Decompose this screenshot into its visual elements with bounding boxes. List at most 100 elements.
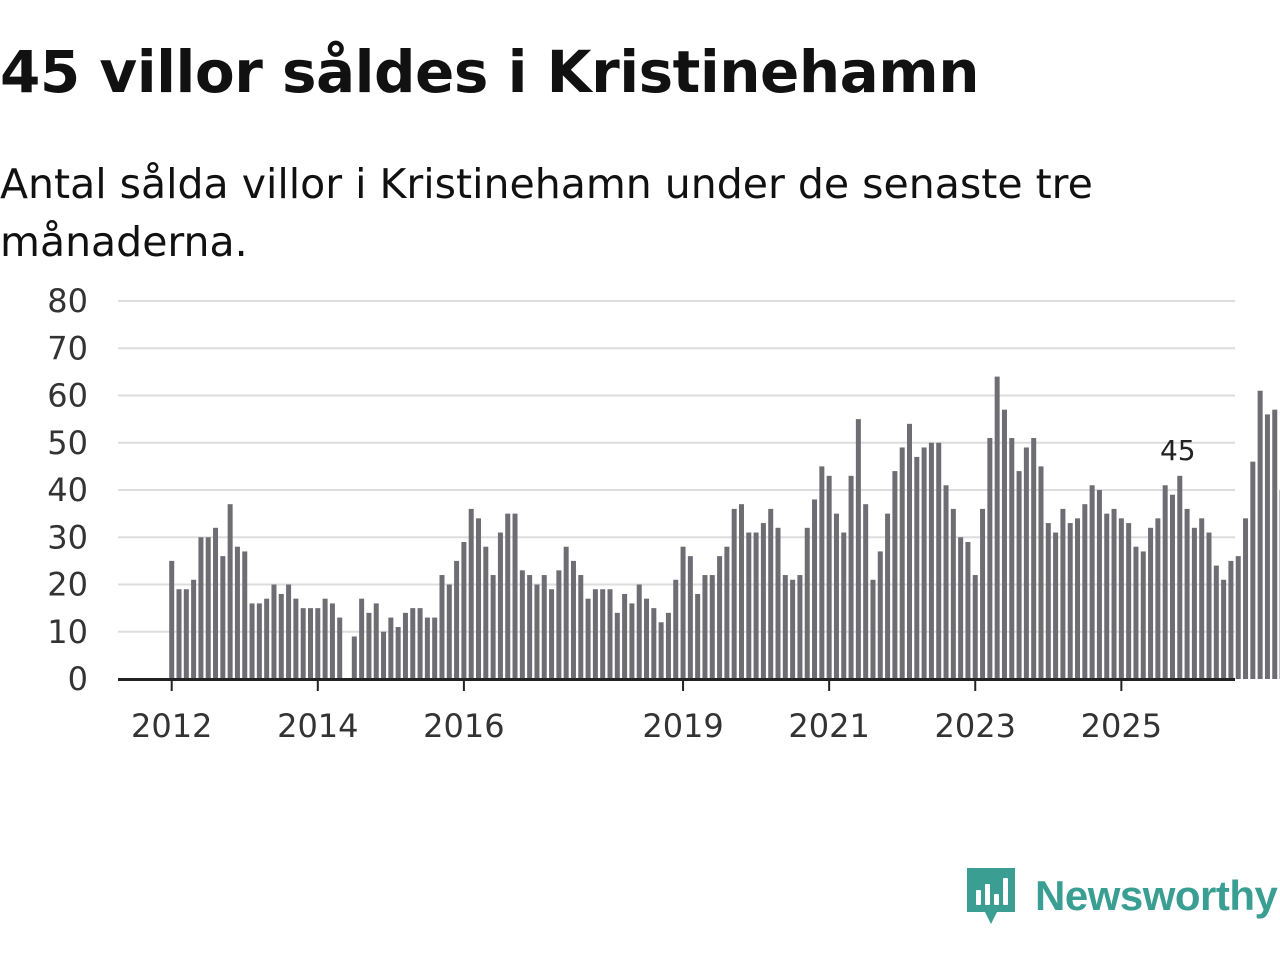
- bar: [497, 532, 503, 679]
- bar: [790, 579, 796, 679]
- bar: [826, 475, 832, 679]
- bar: [563, 546, 569, 679]
- bar: [315, 608, 321, 680]
- bar: [1038, 466, 1044, 680]
- bar: [432, 617, 438, 679]
- bar: [651, 608, 657, 680]
- bar: [994, 376, 1000, 679]
- bar: [381, 631, 387, 679]
- bar: [183, 589, 189, 679]
- bar: [322, 598, 328, 679]
- bar: [848, 475, 854, 679]
- bar: [439, 575, 445, 679]
- bar: [782, 575, 788, 679]
- x-tick-label: 2016: [423, 707, 504, 745]
- bar: [476, 518, 482, 679]
- bar: [1023, 447, 1029, 679]
- bar: [264, 598, 270, 679]
- bar: [936, 442, 942, 679]
- bar: [980, 508, 986, 679]
- y-tick-label: 50: [47, 424, 88, 462]
- bar: [629, 603, 635, 679]
- bar: [1133, 546, 1139, 679]
- bar: [658, 622, 664, 679]
- bar: [1075, 518, 1081, 679]
- bar: [892, 471, 898, 679]
- bar: [644, 598, 650, 679]
- bar: [717, 556, 723, 679]
- x-axis-ticks: 2012 2014 2016 2019 2021 2023 2025: [131, 679, 1162, 745]
- bar: [855, 419, 861, 680]
- bar: [527, 575, 533, 679]
- bar: [1206, 532, 1212, 679]
- bar: [768, 508, 774, 679]
- bar: [293, 598, 299, 679]
- bar: [512, 513, 518, 680]
- y-tick-label: 20: [47, 566, 88, 604]
- bar: [1060, 508, 1066, 679]
- y-axis-ticks: 0 10 20 30 40 50 60 70 80: [47, 282, 88, 698]
- bar: [1264, 414, 1270, 679]
- bar: [636, 584, 642, 679]
- bar: [1228, 560, 1234, 680]
- bar: [1067, 523, 1073, 679]
- bar: [673, 579, 679, 679]
- bar: [1031, 438, 1037, 679]
- bar: [256, 603, 262, 679]
- bar: [220, 556, 226, 679]
- bar: [242, 551, 248, 679]
- bar: [600, 589, 606, 679]
- bar: [614, 612, 620, 679]
- x-tick-label: 2025: [1081, 707, 1162, 745]
- data-labels: 45: [1160, 434, 1196, 467]
- bar: [965, 541, 971, 679]
- x-tick-label: 2021: [788, 707, 869, 745]
- y-tick-label: 0: [68, 660, 88, 698]
- brand-logo: Newsworthy: [965, 866, 1278, 926]
- bar: [1009, 438, 1015, 679]
- bar: [1045, 523, 1051, 679]
- bar: [753, 532, 759, 679]
- bar: [417, 608, 423, 680]
- bar: [549, 589, 555, 679]
- grid-lines: [118, 300, 1235, 633]
- bar: [198, 537, 204, 679]
- bar: [1155, 518, 1161, 679]
- bar: [227, 504, 233, 679]
- x-tick-label: 2023: [935, 707, 1016, 745]
- chart-title: 45 villor såldes i Kristinehamn: [0, 38, 980, 106]
- bar: [585, 598, 591, 679]
- brand-name: Newsworthy: [1035, 872, 1278, 919]
- bar: [213, 527, 219, 679]
- bars: [169, 376, 1280, 680]
- bar: [1199, 518, 1205, 679]
- bar: [300, 608, 306, 680]
- bar: [337, 617, 343, 679]
- bar: [928, 442, 934, 679]
- bar: [1257, 390, 1263, 679]
- bar: [709, 575, 715, 679]
- bar: [724, 546, 730, 679]
- bar: [731, 508, 737, 679]
- bar: [1148, 527, 1154, 679]
- bar: [702, 575, 708, 679]
- bar: [958, 537, 964, 679]
- bar: [899, 447, 905, 679]
- y-tick-label: 60: [47, 377, 88, 415]
- bar: [1272, 409, 1278, 679]
- bar: [833, 513, 839, 680]
- bar: [950, 508, 956, 679]
- bar: [505, 513, 511, 680]
- bar: [797, 575, 803, 679]
- bar: [402, 612, 408, 679]
- bar: [1177, 475, 1183, 679]
- bar: [1184, 508, 1190, 679]
- bar: [841, 532, 847, 679]
- bar: [914, 456, 920, 679]
- bar: [1104, 513, 1110, 680]
- bar: [907, 423, 912, 679]
- bar: [1016, 471, 1022, 679]
- y-tick-label: 80: [47, 282, 88, 320]
- bar: [373, 603, 379, 679]
